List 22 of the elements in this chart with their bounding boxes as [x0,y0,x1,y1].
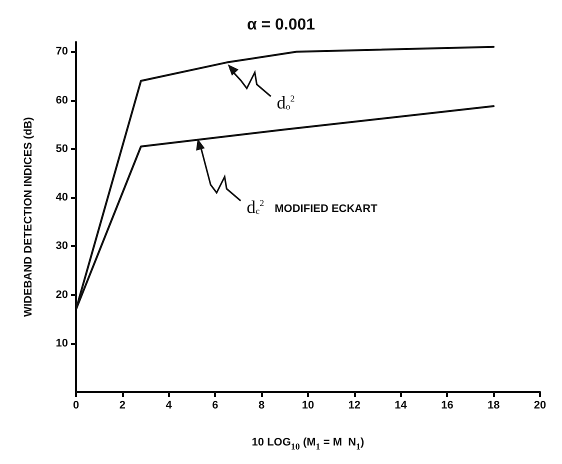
y-tick-label: 50 [56,142,68,155]
y-tick-label: 60 [56,94,68,106]
x-tick-label: 0 [72,400,80,412]
x-tick-label: 20 [534,400,546,412]
y-tick-label: 70 [56,46,68,58]
y-axis-title: WIDEBAND DETECTION INDICES (dB) [22,116,34,317]
annotation: do2 [276,92,295,112]
x-tick-label: 4 [166,400,173,412]
y-tick-label: 40 [56,192,68,204]
x-tick-label: 14 [394,400,408,412]
x-tick-label: 16 [441,400,454,412]
x-tick-label: 6 [212,400,218,412]
x-tick-label: 8 [258,400,265,412]
annotation: dc2 MODIFIED ECKART [246,196,378,217]
x-tick-label: 18 [487,400,500,412]
x-tick-label: 10 [302,400,314,412]
chart-title: α = 0.001 [246,16,316,34]
y-tick-label: 20 [56,288,68,301]
y-tick-label: 30 [56,240,68,252]
x-tick-label: 12 [348,400,361,412]
x-tick-label: 2 [119,400,126,412]
y-tick-label: 10 [56,337,68,350]
